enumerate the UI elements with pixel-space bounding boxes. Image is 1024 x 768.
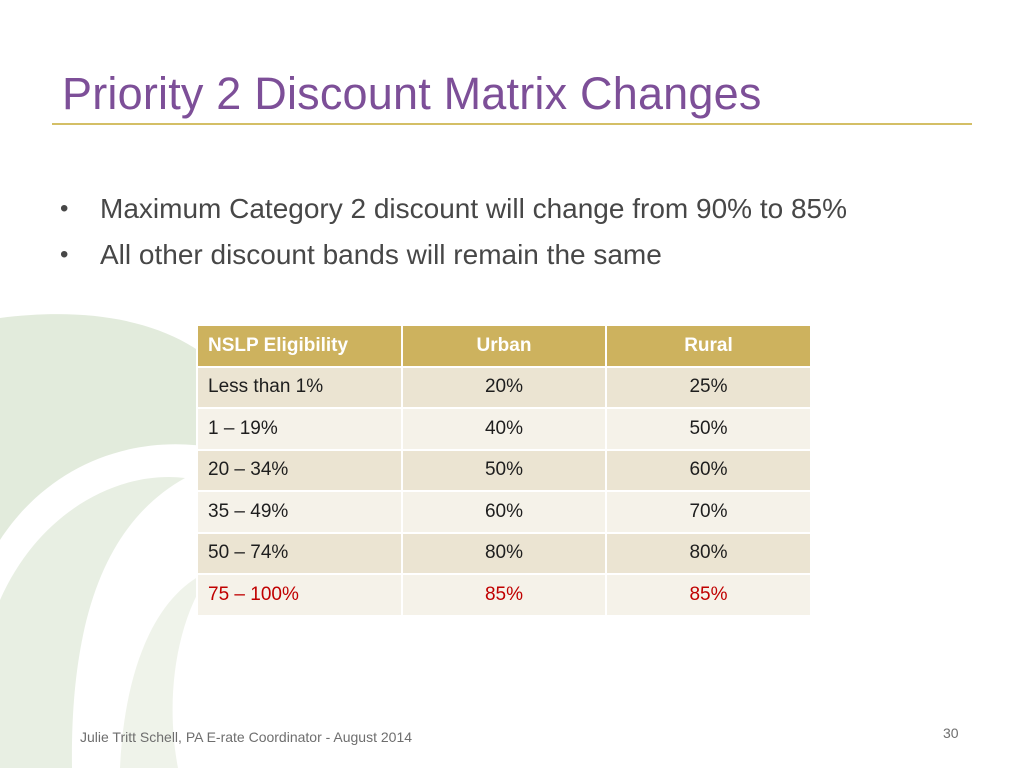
table-row: 1 – 19% 40% 50% (196, 407, 812, 451)
bullet-dot-icon: • (60, 195, 69, 222)
table-header-row: NSLP Eligibility Urban Rural (196, 324, 812, 368)
urban-cell: 20% (401, 365, 607, 409)
urban-cell: 40% (401, 407, 607, 451)
title-underline (52, 123, 972, 125)
eligibility-cell: 35 – 49% (196, 490, 403, 534)
slide-footer: Julie Tritt Schell, PA E-rate Coordinato… (80, 729, 413, 745)
eligibility-cell: Less than 1% (196, 365, 403, 409)
bullet-dot-icon: • (60, 241, 69, 268)
eligibility-cell: 50 – 74% (196, 531, 403, 575)
swoosh-band-small (120, 570, 212, 768)
slide-title: Priority 2 Discount Matrix Changes (62, 68, 762, 119)
bullet-text: All other discount bands will remain the… (100, 239, 662, 270)
rural-cell: 50% (605, 407, 812, 451)
header-urban: Urban (401, 324, 607, 368)
rural-cell: 70% (605, 490, 812, 534)
urban-cell: 85% (401, 573, 607, 617)
urban-cell: 80% (401, 531, 607, 575)
bullet-text: Maximum Category 2 discount will change … (100, 193, 848, 224)
table-row: 35 – 49% 60% 70% (196, 490, 812, 534)
table-row: 20 – 34% 50% 60% (196, 448, 812, 492)
urban-cell: 50% (401, 448, 607, 492)
header-nslp-eligibility: NSLP Eligibility (196, 324, 403, 368)
discount-matrix-table: NSLP Eligibility Urban Rural Less than 1… (196, 324, 812, 617)
eligibility-cell: 1 – 19% (196, 407, 403, 451)
eligibility-cell: 20 – 34% (196, 448, 403, 492)
rural-cell: 85% (605, 573, 812, 617)
page-number: 30 (943, 725, 959, 741)
bullet-list: • Maximum Category 2 discount will chang… (60, 186, 847, 278)
swoosh-band-middle (0, 477, 185, 768)
table-row-highlighted: 75 – 100% 85% 85% (196, 573, 812, 617)
rural-cell: 25% (605, 365, 812, 409)
bullet-item: • Maximum Category 2 discount will chang… (60, 186, 847, 232)
urban-cell: 60% (401, 490, 607, 534)
eligibility-cell: 75 – 100% (196, 573, 403, 617)
bullet-item: • All other discount bands will remain t… (60, 232, 847, 278)
table-row: Less than 1% 20% 25% (196, 365, 812, 409)
table-row: 50 – 74% 80% 80% (196, 531, 812, 575)
rural-cell: 60% (605, 448, 812, 492)
rural-cell: 80% (605, 531, 812, 575)
header-rural: Rural (605, 324, 812, 368)
